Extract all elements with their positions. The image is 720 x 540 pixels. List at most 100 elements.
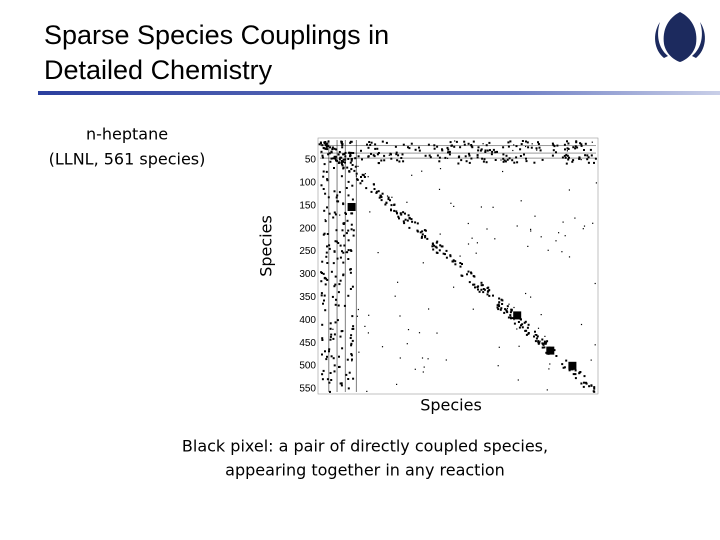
pixel <box>506 308 508 310</box>
pixel <box>329 322 332 325</box>
pixel <box>367 155 370 158</box>
pixel <box>473 283 476 286</box>
pixel <box>385 141 388 144</box>
pixel <box>329 338 332 341</box>
pixel <box>563 154 566 157</box>
pixel <box>320 157 596 159</box>
pixel <box>364 325 366 327</box>
pixel <box>561 363 564 366</box>
pixel <box>455 140 458 143</box>
pixel <box>516 161 519 164</box>
pixel <box>515 156 518 159</box>
pixel <box>486 149 489 152</box>
pixel <box>329 160 332 163</box>
pixel <box>361 158 363 161</box>
pixel <box>565 162 568 165</box>
pixel <box>387 196 390 199</box>
pixel <box>435 241 438 244</box>
pixel <box>344 140 346 392</box>
pixel <box>471 237 473 239</box>
pixel <box>591 141 593 143</box>
pixel <box>485 144 488 147</box>
pixel <box>450 202 452 204</box>
pixel <box>327 145 330 148</box>
pixel <box>595 182 597 184</box>
pixel <box>480 206 482 208</box>
pixel <box>348 371 351 374</box>
pixel <box>349 288 352 290</box>
pixel <box>468 154 471 157</box>
pixel <box>321 323 324 326</box>
pixel <box>350 212 353 215</box>
pixel <box>397 215 400 218</box>
pixel <box>445 249 448 252</box>
pixel <box>578 372 581 375</box>
pixel <box>345 213 347 215</box>
pixel <box>510 317 512 320</box>
pixel <box>470 271 472 274</box>
pixel <box>504 160 507 163</box>
pixel <box>334 157 337 160</box>
pixel <box>477 146 480 149</box>
pixel <box>357 308 359 311</box>
pixel <box>357 155 360 158</box>
pixel <box>353 169 356 172</box>
pixel <box>507 141 510 144</box>
pixel <box>334 155 337 158</box>
pixel <box>464 155 467 158</box>
pixel <box>334 303 337 306</box>
pixel <box>335 229 338 232</box>
pixel <box>486 228 488 230</box>
pixel <box>361 179 364 182</box>
pixel <box>389 199 391 202</box>
pixel <box>327 153 330 156</box>
pixel <box>351 184 354 187</box>
pixel <box>393 204 395 206</box>
pixel <box>500 159 502 161</box>
pixel <box>585 381 587 384</box>
pixel <box>346 219 349 222</box>
pixel <box>520 143 523 146</box>
pixel <box>525 329 528 332</box>
pixel <box>352 327 355 330</box>
pixel <box>463 140 466 143</box>
y-tick-label: 450 <box>299 338 316 349</box>
pixel <box>574 377 577 380</box>
pixel <box>343 244 346 247</box>
pixel <box>451 260 454 263</box>
pixel <box>348 151 351 154</box>
pixel <box>334 321 337 324</box>
pixel <box>352 152 355 154</box>
pixel <box>404 212 406 215</box>
pixel <box>511 317 514 320</box>
pixel <box>374 143 377 146</box>
pixel <box>416 230 419 233</box>
pixel <box>388 154 390 156</box>
pixel <box>385 201 388 204</box>
pixel <box>364 173 366 175</box>
pixel <box>441 149 444 152</box>
pixel <box>404 218 407 221</box>
pixel <box>416 222 419 225</box>
pixel <box>408 226 411 229</box>
pixel <box>548 368 550 370</box>
pixel <box>563 366 566 369</box>
pixel <box>347 378 350 380</box>
pixel <box>349 140 352 142</box>
pixel <box>556 144 559 147</box>
pixel <box>402 211 405 214</box>
pixel <box>458 155 461 158</box>
pixel <box>320 145 596 147</box>
pixel <box>377 152 380 154</box>
pixel <box>438 160 441 163</box>
pixel <box>419 231 422 234</box>
pixel <box>502 160 505 163</box>
pixel <box>426 237 429 240</box>
pixel <box>335 159 338 162</box>
pixel <box>474 286 476 289</box>
pixel <box>440 245 443 248</box>
pixel <box>520 200 522 202</box>
pixel <box>321 144 323 146</box>
pixel <box>509 314 512 317</box>
pixel <box>496 306 499 309</box>
